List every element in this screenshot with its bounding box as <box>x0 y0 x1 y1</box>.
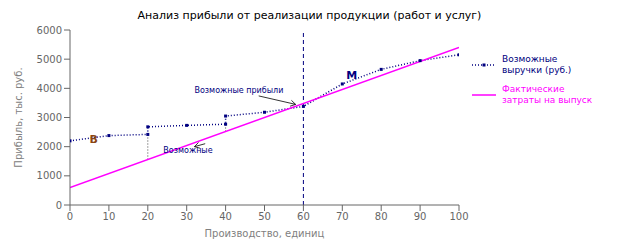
html-text:Возможные выручки (руб.): Возможные выручки (руб.) <box>502 54 572 75</box>
svg-text:1000: 1000 <box>37 170 62 181</box>
svg-text:Возможные: Возможные <box>163 146 212 155</box>
svg-text:3000: 3000 <box>37 112 62 123</box>
svg-text:6000: 6000 <box>37 25 62 36</box>
svg-text:10: 10 <box>103 211 116 222</box>
svg-text:Производство, единиц: Производство, единиц <box>205 228 325 239</box>
svg-text:4000: 4000 <box>37 83 62 94</box>
html-text:Анализ прибыли от реализации п: Анализ прибыли от реализации продукции (… <box>137 9 482 22</box>
svg-text:5000: 5000 <box>37 54 62 65</box>
svg-text:60: 60 <box>297 211 310 222</box>
svg-text:Возможные прибыли: Возможные прибыли <box>194 86 283 95</box>
svg-text:0: 0 <box>67 211 73 222</box>
svg-text:2000: 2000 <box>37 141 62 152</box>
svg-text:30: 30 <box>180 211 193 222</box>
svg-text:80: 80 <box>375 211 388 222</box>
html-text:Фактические затраты на выпуск: Фактические затраты на выпуск <box>502 84 593 105</box>
svg-text:20: 20 <box>141 211 154 222</box>
svg-text:90: 90 <box>414 211 427 222</box>
svg-text:B: B <box>89 133 97 146</box>
svg-text:0: 0 <box>56 200 62 211</box>
svg-text:M: M <box>346 69 357 82</box>
svg-text:70: 70 <box>336 211 349 222</box>
svg-text:Прибыль, тыс. руб.: Прибыль, тыс. руб. <box>13 67 24 167</box>
svg-text:50: 50 <box>258 211 271 222</box>
svg-text:100: 100 <box>449 211 468 222</box>
svg-text:40: 40 <box>219 211 232 222</box>
